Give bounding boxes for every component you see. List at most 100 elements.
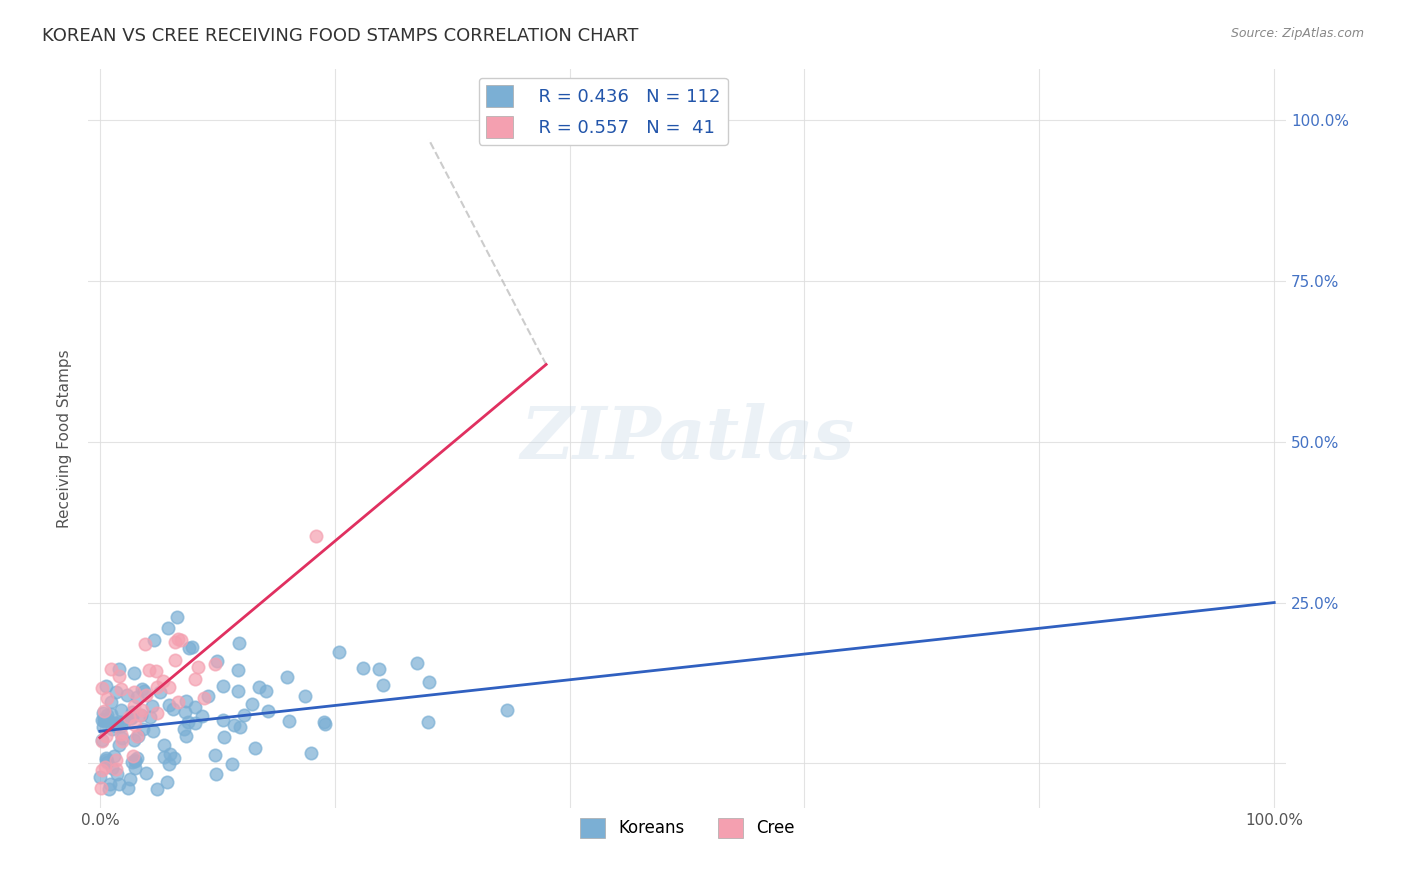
Point (174, 694, 197, 708)
Point (166, 610, 188, 624)
Point (124, 753, 146, 767)
Text: Source: ZipAtlas.com: Source: ZipAtlas.com (1230, 27, 1364, 40)
Point (157, 757, 180, 772)
Point (94, 750, 117, 764)
Point (143, 633, 166, 648)
Point (138, 710, 160, 724)
Point (277, 714, 299, 729)
Point (174, 729, 197, 743)
Point (170, 633, 193, 648)
Point (165, 653, 187, 667)
Point (122, 685, 145, 699)
Y-axis label: Receiving Food Stamps: Receiving Food Stamps (58, 349, 72, 528)
Point (301, 747, 323, 761)
Point (141, 699, 163, 714)
Point (118, 710, 141, 724)
Point (108, 662, 131, 676)
Point (93, 712, 115, 726)
Point (96, 730, 118, 744)
Point (93, 714, 115, 728)
Point (96, 755, 118, 769)
Point (496, 703, 519, 717)
Point (146, 782, 169, 797)
Point (152, 674, 174, 689)
Point (90, 780, 112, 795)
Point (212, 730, 235, 744)
Point (111, 731, 134, 745)
Point (228, 635, 250, 649)
Point (101, 723, 124, 737)
Point (124, 755, 146, 769)
Point (184, 715, 207, 730)
Point (120, 711, 142, 725)
Point (197, 689, 219, 703)
Point (100, 662, 122, 676)
Point (211, 679, 233, 693)
Point (314, 716, 336, 731)
Point (134, 637, 156, 651)
Point (110, 727, 132, 741)
Point (157, 680, 180, 694)
Point (177, 715, 200, 730)
Text: ZIPatlas: ZIPatlas (520, 403, 853, 474)
Point (177, 640, 200, 655)
Point (228, 663, 250, 677)
Point (105, 762, 128, 776)
Point (153, 739, 176, 753)
Point (91, 732, 114, 747)
Point (256, 704, 278, 718)
Point (207, 654, 229, 668)
Point (243, 740, 266, 755)
Point (108, 669, 131, 683)
Point (93, 760, 115, 774)
Point (229, 720, 252, 734)
Point (103, 715, 125, 730)
Point (129, 707, 152, 722)
Text: KOREAN VS CREE RECEIVING FOOD STAMPS CORRELATION CHART: KOREAN VS CREE RECEIVING FOOD STAMPS COR… (42, 27, 638, 45)
Point (132, 683, 155, 698)
Point (371, 678, 394, 692)
Point (105, 716, 128, 731)
Point (142, 724, 165, 739)
Point (124, 761, 146, 775)
Point (103, 748, 125, 763)
Point (122, 665, 145, 680)
Point (228, 683, 250, 698)
Point (107, 776, 129, 790)
Point (104, 685, 127, 699)
Point (90, 713, 112, 727)
Point (101, 761, 124, 775)
Point (149, 685, 172, 699)
Point (276, 670, 298, 684)
Point (121, 705, 143, 719)
Point (90, 763, 112, 777)
Point (112, 714, 135, 729)
Point (91, 720, 114, 734)
Point (224, 718, 246, 732)
Point (352, 661, 374, 675)
Point (145, 681, 167, 695)
Point (163, 751, 186, 765)
Point (135, 766, 157, 780)
Point (204, 767, 226, 781)
Point (104, 753, 127, 767)
Point (118, 772, 141, 786)
Legend: Koreans, Cree: Koreans, Cree (574, 811, 801, 845)
Point (121, 755, 143, 769)
Point (125, 690, 148, 704)
Point (96, 712, 118, 726)
Point (125, 751, 148, 765)
Point (117, 780, 139, 795)
Point (204, 748, 226, 763)
Point (163, 635, 186, 649)
Point (211, 713, 233, 727)
Point (94, 753, 117, 767)
Point (368, 662, 391, 676)
Point (100, 695, 122, 709)
Point (125, 729, 148, 743)
Point (107, 767, 129, 781)
Point (132, 722, 155, 736)
Point (305, 529, 328, 543)
Point (156, 621, 179, 635)
Point (122, 698, 145, 713)
